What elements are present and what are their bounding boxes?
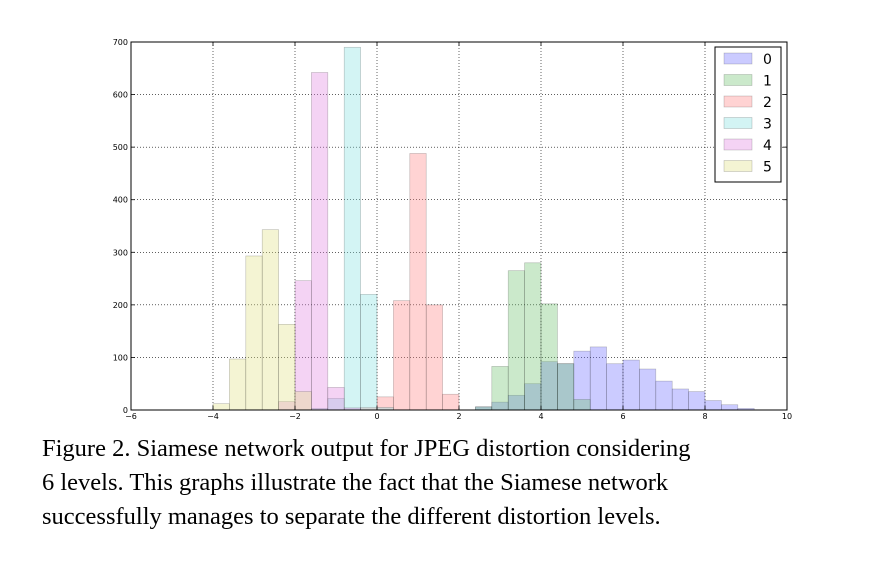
bar-series-5 (261, 229, 279, 411)
bar-series-1 (507, 270, 525, 411)
series-1 (475, 262, 591, 411)
figure-caption: Figure 2. Siamese network output for JPE… (42, 432, 872, 534)
bar-series-0 (688, 391, 706, 411)
bar-series-1 (557, 363, 575, 411)
legend: 0 1 2 3 4 5 (714, 46, 782, 183)
histogram-bars (212, 46, 755, 411)
y-tick-label: 700 (113, 38, 128, 47)
bar-series-2 (442, 393, 460, 411)
x-tick-label: −4 (207, 412, 219, 421)
bar-series-0 (639, 368, 657, 411)
bar-series-5 (212, 403, 230, 411)
y-tick-label: 200 (113, 301, 128, 310)
legend-label-0: 0 (763, 52, 772, 68)
bar-series-1 (491, 366, 509, 411)
y-tick-label: 500 (113, 143, 128, 152)
series-4 (278, 72, 361, 411)
x-tick-label: −6 (125, 412, 137, 421)
y-tick-label: 600 (113, 91, 128, 100)
bar-series-0 (589, 346, 607, 411)
bar-series-5 (294, 391, 312, 411)
bar-series-0 (655, 380, 673, 411)
legend-swatch-1 (723, 74, 753, 86)
caption-line-1: Figure 2. Siamese network output for JPE… (42, 435, 691, 462)
series-0 (475, 346, 755, 411)
x-tick-label: 0 (374, 412, 379, 421)
bar-series-5 (245, 255, 263, 411)
legend-box (714, 46, 782, 183)
histogram-chart: −6 −4 −2 0 2 4 6 8 10 0 100 200 300 400 500 600 700 0 1 2… (113, 38, 792, 421)
x-tick-label: −2 (289, 412, 301, 421)
bar-series-1 (540, 303, 558, 411)
x-tick-label: 8 (702, 412, 707, 421)
bar-series-2 (409, 153, 427, 411)
legend-swatch-5 (723, 160, 753, 172)
bar-series-3 (360, 294, 378, 411)
legend-label-5: 5 (763, 160, 772, 176)
bar-series-2 (393, 300, 411, 411)
bar-series-0 (721, 404, 739, 411)
bar-series-1 (573, 399, 591, 411)
x-axis-ticks: −6 −4 −2 0 2 4 6 8 10 (125, 42, 792, 421)
bar-series-4 (311, 72, 329, 411)
y-tick-label: 300 (113, 248, 128, 257)
y-tick-label: 400 (113, 196, 128, 205)
bar-series-3 (343, 46, 361, 411)
bar-series-0 (704, 400, 722, 411)
bar-series-1 (524, 262, 542, 411)
legend-label-1: 1 (763, 74, 772, 90)
y-tick-label: 0 (123, 406, 128, 415)
legend-swatch-0 (723, 52, 753, 65)
x-tick-label: 6 (620, 412, 625, 421)
grid-lines (131, 42, 787, 410)
x-tick-label: 4 (538, 412, 543, 421)
legend-swatch-4 (723, 138, 753, 151)
legend-swatch-2 (723, 95, 753, 108)
bar-series-0 (606, 363, 624, 411)
y-tick-label: 100 (113, 353, 128, 362)
bar-series-4 (327, 387, 345, 411)
x-tick-label: 2 (456, 412, 461, 421)
y-axis-ticks: 0 100 200 300 400 500 600 700 (113, 38, 787, 415)
legend-label-4: 4 (763, 138, 772, 154)
legend-swatch-3 (723, 117, 753, 129)
series-3 (311, 46, 394, 411)
bar-series-4 (294, 280, 312, 411)
bar-series-2 (425, 304, 443, 411)
legend-label-2: 2 (763, 95, 772, 111)
legend-label-3: 3 (763, 117, 772, 133)
bar-series-0 (671, 388, 689, 411)
caption-line-3: successfully manages to separate the dif… (42, 503, 661, 530)
bar-series-5 (278, 324, 296, 411)
x-tick-label: 10 (782, 412, 792, 421)
bar-series-0 (622, 359, 640, 411)
caption-line-2: 6 levels. This graphs illustrate the fac… (42, 469, 669, 496)
bar-series-5 (229, 358, 247, 411)
